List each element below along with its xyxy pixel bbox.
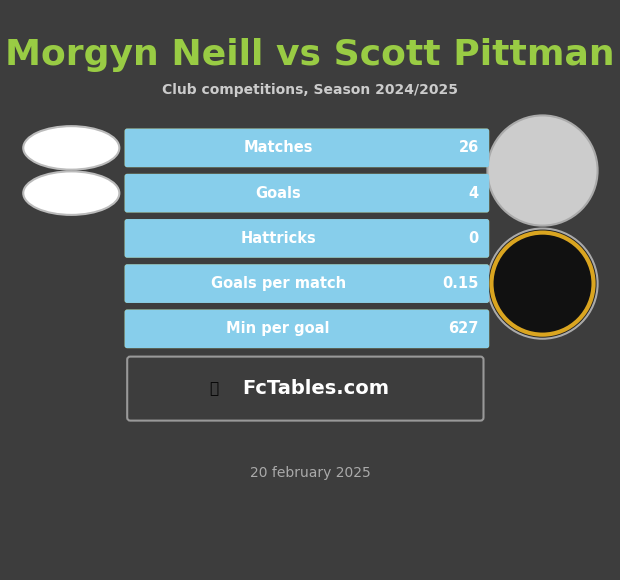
FancyBboxPatch shape: [125, 264, 489, 303]
FancyBboxPatch shape: [125, 129, 489, 167]
Ellipse shape: [24, 126, 120, 169]
Text: 0.15: 0.15: [442, 276, 479, 291]
FancyBboxPatch shape: [125, 219, 489, 258]
FancyBboxPatch shape: [125, 310, 489, 348]
Text: Goals per match: Goals per match: [211, 276, 346, 291]
Text: Matches: Matches: [244, 140, 313, 155]
Circle shape: [492, 233, 593, 335]
FancyBboxPatch shape: [125, 310, 489, 348]
Text: Hattricks: Hattricks: [241, 231, 316, 246]
Text: 0: 0: [469, 231, 479, 246]
FancyBboxPatch shape: [125, 174, 489, 212]
FancyBboxPatch shape: [125, 129, 489, 167]
Text: Club competitions, Season 2024/2025: Club competitions, Season 2024/2025: [162, 83, 458, 97]
FancyBboxPatch shape: [125, 264, 489, 303]
Text: Min per goal: Min per goal: [226, 321, 330, 336]
FancyBboxPatch shape: [125, 174, 489, 212]
Text: 4: 4: [469, 186, 479, 201]
Circle shape: [487, 115, 598, 226]
Text: 26: 26: [458, 140, 479, 155]
Text: Goals: Goals: [255, 186, 301, 201]
Text: Morgyn Neill vs Scott Pittman: Morgyn Neill vs Scott Pittman: [5, 38, 615, 72]
Text: FcTables.com: FcTables.com: [242, 379, 390, 398]
Ellipse shape: [24, 171, 120, 215]
Circle shape: [487, 229, 598, 339]
Text: 627: 627: [448, 321, 479, 336]
Text: 20 february 2025: 20 february 2025: [250, 466, 370, 480]
FancyBboxPatch shape: [125, 219, 489, 258]
FancyBboxPatch shape: [127, 357, 484, 420]
Text: 📊: 📊: [210, 381, 218, 396]
